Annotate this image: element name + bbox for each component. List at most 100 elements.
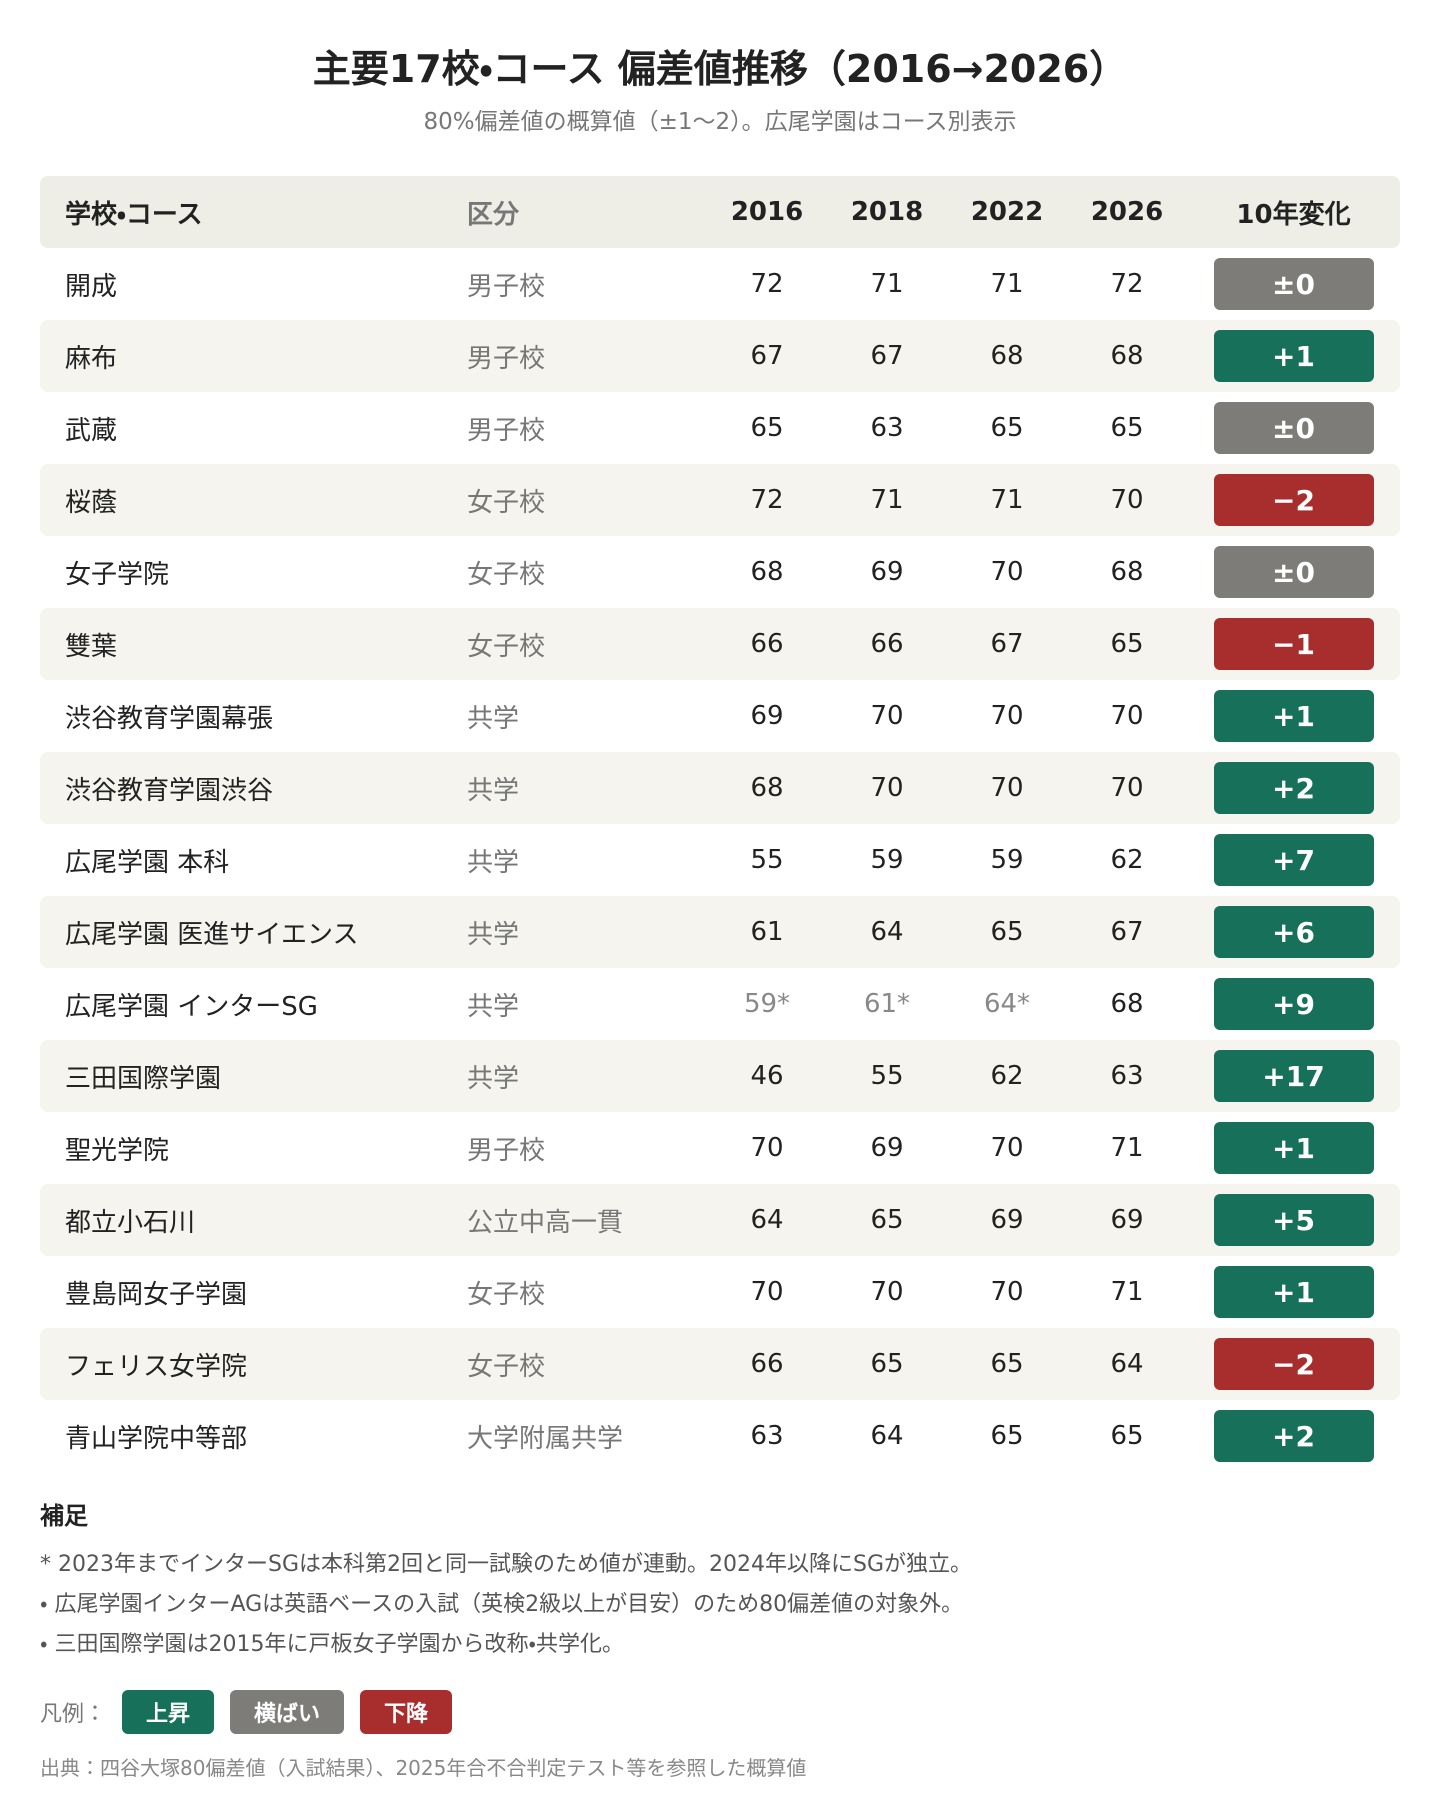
column-header: 2016 [730, 197, 804, 227]
change-cell: −2 [1187, 474, 1400, 526]
change-badge: +7 [1213, 834, 1374, 886]
score: 64* [983, 989, 1031, 1019]
score: 66 [750, 1349, 784, 1379]
category: 公立中高一貫 [467, 1207, 624, 1238]
change-badge: +6 [1213, 906, 1374, 958]
legend-chip: 上昇 [122, 1690, 215, 1734]
score: 67 [1110, 917, 1144, 947]
table-row: 都立小石川 公立中高一貫 64 65 69 69 +5 [40, 1184, 1400, 1256]
school-name: 渋谷教育学園幕張 [65, 703, 274, 734]
source: 出典：四谷大塚80偏差値（入試結果）、2025年合不合判定テスト等を参照した概算… [40, 1756, 807, 1780]
score: 63 [1110, 1061, 1144, 1091]
category: 男子校 [467, 343, 546, 374]
table-row: 広尾学園 インターSG 共学 59* 61* 64* 68 +9 [40, 968, 1400, 1040]
score: 69 [1110, 1205, 1144, 1235]
score: 65 [750, 413, 784, 443]
score: 71 [990, 269, 1024, 299]
change-cell: +2 [1187, 762, 1400, 814]
change-cell: ±0 [1187, 546, 1400, 598]
score: 71 [870, 269, 904, 299]
school-name: 桜蔭 [65, 487, 118, 518]
table-row: 豊島岡女子学園 女子校 70 70 70 71 +1 [40, 1256, 1400, 1328]
category: 男子校 [467, 1135, 546, 1166]
score: 68 [1110, 341, 1144, 371]
change-badge: +2 [1213, 762, 1374, 814]
change-cell: +1 [1187, 690, 1400, 742]
table: 学校・コース 区分 2016 2018 2022 2026 10年変化開成男子校 72 71 71… [40, 176, 1400, 1472]
change-badge: +17 [1213, 1050, 1374, 1102]
score: 59 [990, 845, 1024, 875]
score: 70 [750, 1277, 784, 1307]
legend-chip: 横ばい [230, 1690, 345, 1734]
score: 59* [743, 989, 791, 1019]
category: 女子校 [467, 559, 546, 590]
change-cell: +17 [1187, 1050, 1400, 1102]
change-badge: ±0 [1213, 546, 1374, 598]
header-row: 学校・コース 区分 2016 2018 2022 2026 10年変化 [40, 176, 1400, 248]
score: 65 [990, 1349, 1024, 1379]
score: 72 [1110, 269, 1144, 299]
school-name: 麻布 [65, 343, 118, 374]
school-name: 女子学院 [65, 559, 170, 590]
category: 女子校 [467, 1351, 546, 1382]
score: 69 [990, 1205, 1024, 1235]
score: 65 [1110, 629, 1144, 659]
category: 女子校 [467, 1279, 546, 1310]
score: 65 [990, 917, 1024, 947]
score: 70 [1110, 701, 1144, 731]
score: 70 [1110, 773, 1144, 803]
table-row: 三田国際学園 共学 46 55 62 63 +17 [40, 1040, 1400, 1112]
score: 66 [750, 629, 784, 659]
notes-title: 補足 [40, 1502, 88, 1530]
change-badge: +9 [1213, 978, 1374, 1030]
school-name: 雙葉 [65, 631, 118, 662]
score: 65 [1110, 1421, 1144, 1451]
table-row: 桜蔭 女子校 72 71 71 70 −2 [40, 464, 1400, 536]
category: 共学 [467, 1063, 520, 1094]
score: 64 [750, 1205, 784, 1235]
score: 70 [990, 1133, 1024, 1163]
category: 共学 [467, 847, 520, 878]
school-name: 広尾学園 インターSG [65, 991, 318, 1022]
legend-chip: 下降 [360, 1690, 453, 1734]
change-cell: +6 [1187, 906, 1400, 958]
score: 70 [750, 1133, 784, 1163]
score: 68 [990, 341, 1024, 371]
score: 70 [990, 557, 1024, 587]
column-header: 2022 [970, 197, 1044, 227]
school-name: 武蔵 [65, 415, 118, 446]
table-row: 麻布 男子校 67 67 68 68 +1 [40, 320, 1400, 392]
change-badge: −2 [1213, 474, 1374, 526]
table-row: フェリス女学院 女子校 66 65 65 64 −2 [40, 1328, 1400, 1400]
change-badge: +5 [1213, 1194, 1374, 1246]
score: 70 [990, 701, 1024, 731]
score: 70 [990, 773, 1024, 803]
score: 67 [750, 341, 784, 371]
change-badge: −1 [1213, 618, 1374, 670]
change-cell: −2 [1187, 1338, 1400, 1390]
score: 64 [1110, 1349, 1144, 1379]
score: 70 [990, 1277, 1024, 1307]
change-cell: +5 [1187, 1194, 1400, 1246]
table-row: 広尾学園 本科 共学 55 59 59 62 +7 [40, 824, 1400, 896]
score: 62 [1110, 845, 1144, 875]
subtitle: 80%偏差値の概算値（±1〜2）。広尾学園はコース別表示 [423, 109, 1017, 135]
table-row: 渋谷教育学園渋谷 共学 68 70 70 70 +2 [40, 752, 1400, 824]
category: 共学 [467, 775, 520, 806]
change-cell: +9 [1187, 978, 1400, 1030]
category: 共学 [467, 703, 520, 734]
score: 69 [750, 701, 784, 731]
change-badge: +1 [1213, 690, 1374, 742]
school-name: 広尾学園 医進サイエンス [65, 919, 359, 950]
school-name: 開成 [65, 271, 118, 302]
score: 64 [870, 917, 904, 947]
score: 72 [750, 485, 784, 515]
school-name: 三田国際学園 [65, 1063, 222, 1094]
change-cell: +1 [1187, 330, 1400, 382]
score: 67 [990, 629, 1024, 659]
change-badge: +1 [1213, 1122, 1374, 1174]
score: 46 [750, 1061, 784, 1091]
legend: 凡例： 上昇 横ばい 下降 [40, 1690, 453, 1734]
school-name: 都立小石川 [65, 1207, 196, 1238]
score: 62 [990, 1061, 1024, 1091]
